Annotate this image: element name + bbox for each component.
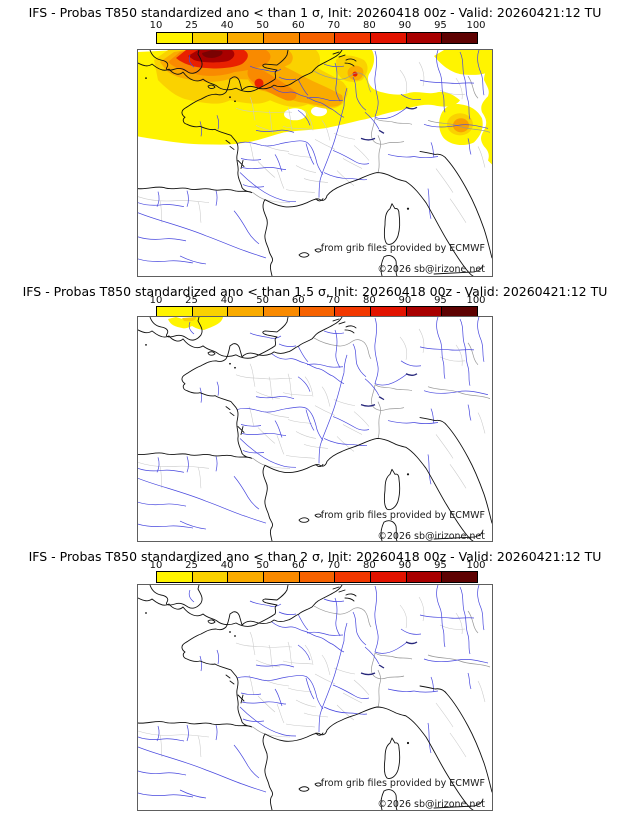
map-panel1: from grib files provided by ECMWF ©2026 … [137, 49, 493, 277]
colorbar-segment [406, 307, 443, 317]
colorbar-tick: 60 [291, 20, 305, 31]
colorbar-segment [192, 33, 229, 43]
colorbar-segment [157, 307, 193, 317]
colorbar-segment [192, 572, 229, 582]
colorbar-tick: 10 [149, 295, 163, 306]
colorbar-segment [299, 572, 336, 582]
colorbar-tick: 95 [434, 560, 447, 571]
colorbar-tick: 50 [256, 20, 270, 31]
colorbar-tick: 100 [466, 20, 486, 31]
colorbar-segment [335, 572, 372, 582]
panel1-title: IFS - Probas T850 standardized ano < tha… [28, 5, 602, 20]
colorbar-ticks: 10 25 40 50 60 70 80 90 95 100 [150, 295, 486, 307]
colorbar-segment [228, 33, 265, 43]
colorbar-tick: 70 [327, 560, 341, 571]
colorbar-tick: 50 [256, 560, 270, 571]
map-panel3: from grib files provided by ECMWF ©2026 … [137, 584, 493, 811]
colorbar-tick: 50 [256, 295, 270, 306]
colorbar-tick: 10 [149, 20, 163, 31]
colorbar-segment [157, 33, 193, 43]
colorbar-segment [228, 572, 265, 582]
colorbar-tick: 80 [362, 20, 376, 31]
colorbar-tick: 100 [466, 295, 486, 306]
colorbar-segment [371, 572, 407, 582]
colorbar-segment [442, 572, 478, 582]
colorbar-segment [264, 572, 300, 582]
map-panel2: from grib files provided by ECMWF ©2026 … [137, 316, 493, 542]
colorbar-segment [371, 307, 407, 317]
colorbar-segment [264, 307, 300, 317]
colorbar-segment [371, 33, 407, 43]
colorbar-segment [406, 33, 443, 43]
colorbar-tick: 40 [220, 20, 234, 31]
colorbar-segment [192, 307, 229, 317]
colorbar-tick: 80 [362, 295, 376, 306]
colorbar-tick: 90 [398, 295, 412, 306]
colorbar-tick: 95 [434, 20, 447, 31]
attribution-copyright: ©2026 sb@irizone.net [377, 264, 485, 275]
colorbar-segment [264, 33, 300, 43]
colorbar-tick: 25 [185, 20, 198, 31]
attribution-ecmwf: from grib files provided by ECMWF [320, 243, 485, 254]
colorbar-tick: 40 [220, 560, 234, 571]
colorbar-tick: 90 [398, 20, 412, 31]
attribution-copyright: ©2026 sb@irizone.net [377, 531, 485, 542]
colorbar-segment [228, 307, 265, 317]
colorbar-tick: 25 [185, 560, 198, 571]
colorbar-tick: 60 [291, 560, 305, 571]
colorbar-tick: 90 [398, 560, 412, 571]
colorbar-segment [335, 307, 372, 317]
colorbar-tick: 40 [220, 295, 234, 306]
attribution-copyright: ©2026 sb@irizone.net [377, 799, 485, 810]
colorbar-tick: 25 [185, 295, 198, 306]
colorbar-tick: 70 [327, 20, 341, 31]
colorbar-tick: 100 [466, 560, 486, 571]
colorbar-tick: 10 [149, 560, 163, 571]
colorbar-segment [442, 33, 478, 43]
colorbar-tick: 95 [434, 295, 447, 306]
panel3-title: IFS - Probas T850 standardized ano < tha… [28, 549, 602, 564]
colorbar-tick: 70 [327, 295, 341, 306]
colorbar-segment [299, 33, 336, 43]
colorbar-segment [406, 572, 443, 582]
colorbar-tick: 60 [291, 295, 305, 306]
panel2-title: IFS - Probas T850 standardized ano < tha… [22, 284, 608, 299]
attribution-ecmwf: from grib files provided by ECMWF [320, 510, 485, 521]
colorbar [156, 571, 478, 583]
colorbar-segment [299, 307, 336, 317]
colorbar-segment [442, 307, 478, 317]
colorbar-ticks: 10 25 40 50 60 70 80 90 95 100 [150, 560, 486, 572]
colorbar-ticks: 10 25 40 50 60 70 80 90 95 100 [150, 20, 486, 32]
colorbar [156, 32, 478, 44]
colorbar-tick: 80 [362, 560, 376, 571]
colorbar-segment [157, 572, 193, 582]
colorbar-segment [335, 33, 372, 43]
attribution-ecmwf: from grib files provided by ECMWF [320, 778, 485, 789]
